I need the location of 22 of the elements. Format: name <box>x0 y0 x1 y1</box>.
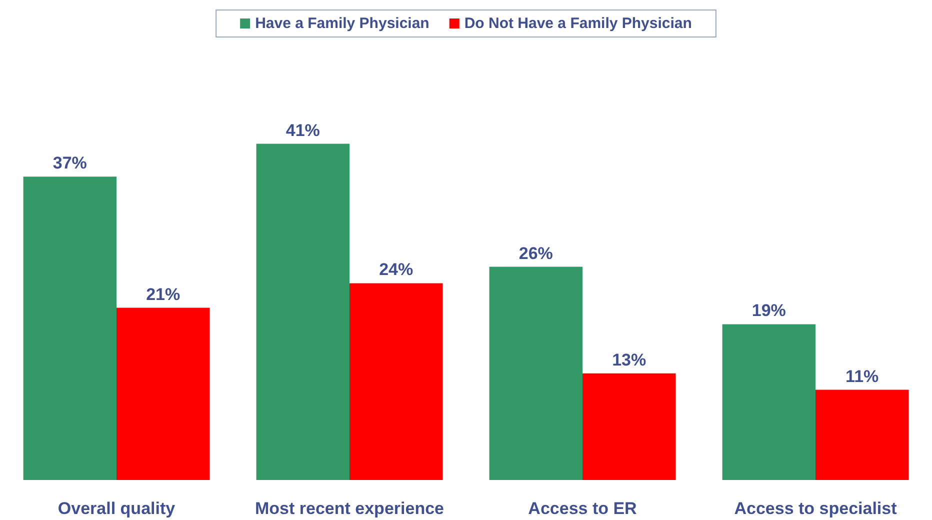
data-label: 19% <box>752 301 786 320</box>
legend-label: Have a Family Physician <box>255 15 430 32</box>
data-label: 11% <box>846 366 879 386</box>
legend-label: Do Not Have a Family Physician <box>464 15 692 32</box>
bar <box>256 144 350 480</box>
bar <box>816 390 909 480</box>
data-label: 21% <box>146 284 180 304</box>
bar <box>23 176 116 480</box>
data-label: 37% <box>52 154 87 173</box>
data-label: 41% <box>286 120 320 140</box>
bar <box>350 283 443 480</box>
data-label: 24% <box>379 260 414 280</box>
data-label: 26% <box>518 244 553 263</box>
x-tick-label: Access to specialist <box>734 499 898 518</box>
bar <box>489 266 582 480</box>
bar <box>722 324 816 480</box>
data-label: 13% <box>612 350 646 370</box>
x-tick-label: Most recent experience <box>255 499 444 518</box>
bar <box>116 308 210 480</box>
x-tick-label: Overall quality <box>58 499 176 518</box>
x-tick-label: Access to ER <box>528 499 637 518</box>
bar <box>582 373 676 480</box>
